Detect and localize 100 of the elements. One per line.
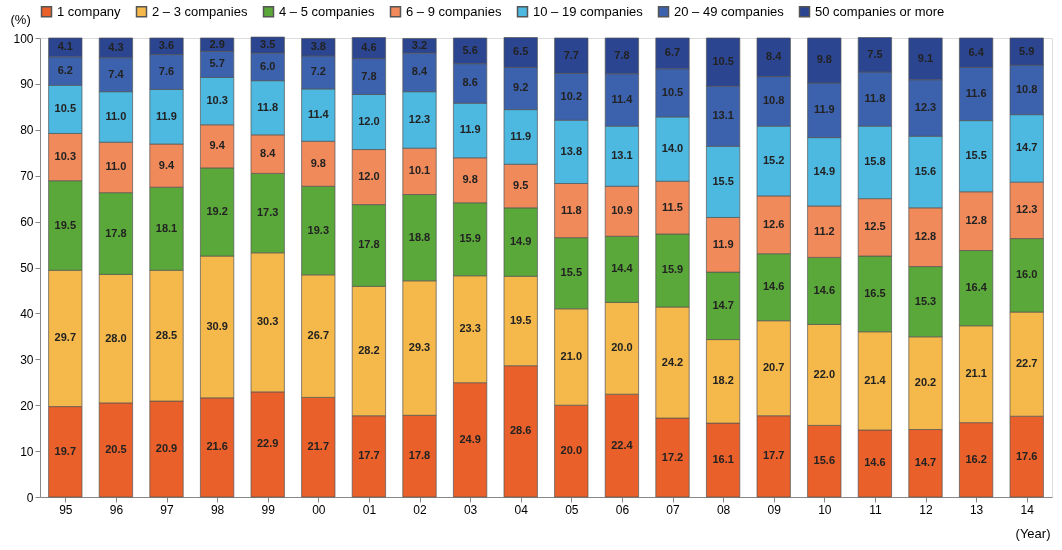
data-label: 15.9 [661, 263, 684, 276]
data-label: 19.5 [509, 313, 532, 326]
data-label: 17.7 [358, 449, 380, 462]
data-label: 19.5 [54, 218, 77, 231]
legend-label: 20 – 49 companies [674, 3, 785, 19]
data-label: 17.7 [762, 449, 785, 462]
x-tick-label: 12 [919, 502, 933, 517]
y-tick-label: 0 [26, 490, 34, 505]
data-label: 22.0 [813, 367, 836, 380]
data-label: 28.6 [509, 424, 532, 437]
data-label: 9.8 [310, 156, 326, 169]
x-tick-label: 07 [666, 502, 680, 517]
data-label: 13.8 [560, 144, 583, 157]
data-label: 10.5 [54, 102, 77, 115]
data-label: 15.3 [914, 294, 937, 307]
data-label: 7.7 [563, 48, 579, 61]
data-label: 9.8 [462, 173, 478, 186]
data-label: 15.8 [864, 155, 886, 168]
data-label: 7.6 [158, 64, 175, 77]
data-label: 2.9 [209, 37, 225, 50]
legend-label: 4 – 5 companies [279, 3, 375, 19]
data-label: 21.6 [206, 440, 228, 453]
data-label: 19.7 [54, 444, 77, 457]
data-label: 21.1 [965, 367, 987, 380]
data-label: 11.8 [560, 203, 582, 216]
data-label: 12.8 [965, 214, 987, 227]
data-label: 15.2 [762, 154, 785, 167]
data-label: 14.6 [813, 283, 836, 296]
data-label: 17.8 [408, 449, 431, 462]
y-tick-label: 100 [13, 31, 34, 46]
data-label: 20.7 [762, 361, 785, 374]
data-label: 7.2 [310, 65, 326, 78]
data-label: 16.1 [712, 453, 734, 466]
data-label: 30.9 [206, 319, 228, 332]
data-label: 7.5 [867, 47, 883, 60]
data-label: 20.2 [914, 376, 937, 389]
data-label: 9.5 [513, 179, 529, 192]
data-label: 3.2 [411, 38, 428, 51]
x-tick-label: 10 [818, 502, 832, 517]
y-tick-label: 50 [20, 261, 34, 275]
data-label: 21.4 [864, 373, 887, 386]
data-label: 9.8 [816, 53, 832, 66]
y-tick-label: 90 [20, 77, 34, 92]
data-label: 11.9 [459, 123, 481, 136]
x-tick-label: 98 [210, 502, 225, 517]
data-label: 15.9 [459, 232, 481, 245]
legend-label: 2 – 3 companies [152, 3, 248, 19]
data-label: 11.9 [510, 129, 532, 142]
data-label: 17.8 [358, 238, 380, 251]
data-label: 12.5 [864, 220, 886, 233]
data-label: 14.7 [914, 456, 937, 469]
data-label: 22.4 [611, 438, 634, 451]
data-label: 16.2 [965, 452, 987, 465]
data-label: 10.5 [661, 85, 684, 98]
y-tick-label: 30 [20, 352, 34, 367]
data-label: 17.3 [256, 206, 279, 219]
data-label: 6.5 [513, 45, 529, 58]
data-label: 14.7 [712, 298, 734, 311]
data-label: 30.3 [256, 315, 279, 328]
data-label: 14.6 [864, 456, 886, 469]
x-axis-title: (Year) [1015, 525, 1051, 541]
data-label: 14.7 [1015, 141, 1038, 154]
data-label: 10.2 [560, 89, 583, 102]
data-label: 3.5 [260, 38, 276, 51]
data-label: 7.4 [108, 67, 125, 80]
data-label: 5.9 [1019, 44, 1035, 57]
data-label: 14.6 [762, 280, 785, 293]
data-label: 28.5 [155, 328, 178, 341]
x-tick-label: 02 [413, 502, 427, 517]
data-label: 3.8 [310, 40, 326, 53]
y-tick-label: 10 [20, 444, 34, 459]
x-tick-label: 05 [565, 502, 579, 517]
data-label: 29.7 [54, 331, 77, 344]
data-label: 11.8 [864, 92, 886, 105]
data-label: 4.3 [108, 40, 124, 53]
data-label: 17.6 [1015, 449, 1038, 462]
data-label: 13.1 [611, 149, 633, 162]
data-label: 22.9 [256, 437, 279, 450]
data-label: 17.2 [661, 450, 684, 463]
data-label: 7.8 [614, 48, 630, 61]
data-label: 15.6 [813, 454, 836, 467]
data-label: 12.8 [914, 230, 937, 243]
data-label: 10.8 [762, 94, 785, 107]
data-label: 3.6 [158, 39, 175, 52]
data-label: 14.0 [661, 142, 684, 155]
legend-label: 10 – 19 companies [533, 3, 644, 19]
data-label: 6.2 [57, 64, 73, 77]
data-label: 15.5 [712, 174, 734, 187]
data-label: 7.8 [361, 69, 377, 82]
data-label: 11.0 [105, 160, 127, 173]
data-label: 20.9 [155, 442, 178, 455]
x-tick-label: 04 [514, 502, 529, 517]
data-label: 11.5 [662, 200, 683, 213]
data-label: 10.8 [1015, 82, 1038, 95]
data-label: 24.9 [459, 432, 481, 445]
data-label: 11.2 [813, 224, 835, 237]
data-label: 6.7 [664, 46, 681, 59]
data-label: 11.9 [156, 109, 177, 122]
data-label: 10.3 [54, 150, 77, 163]
data-label: 4.1 [57, 40, 73, 53]
